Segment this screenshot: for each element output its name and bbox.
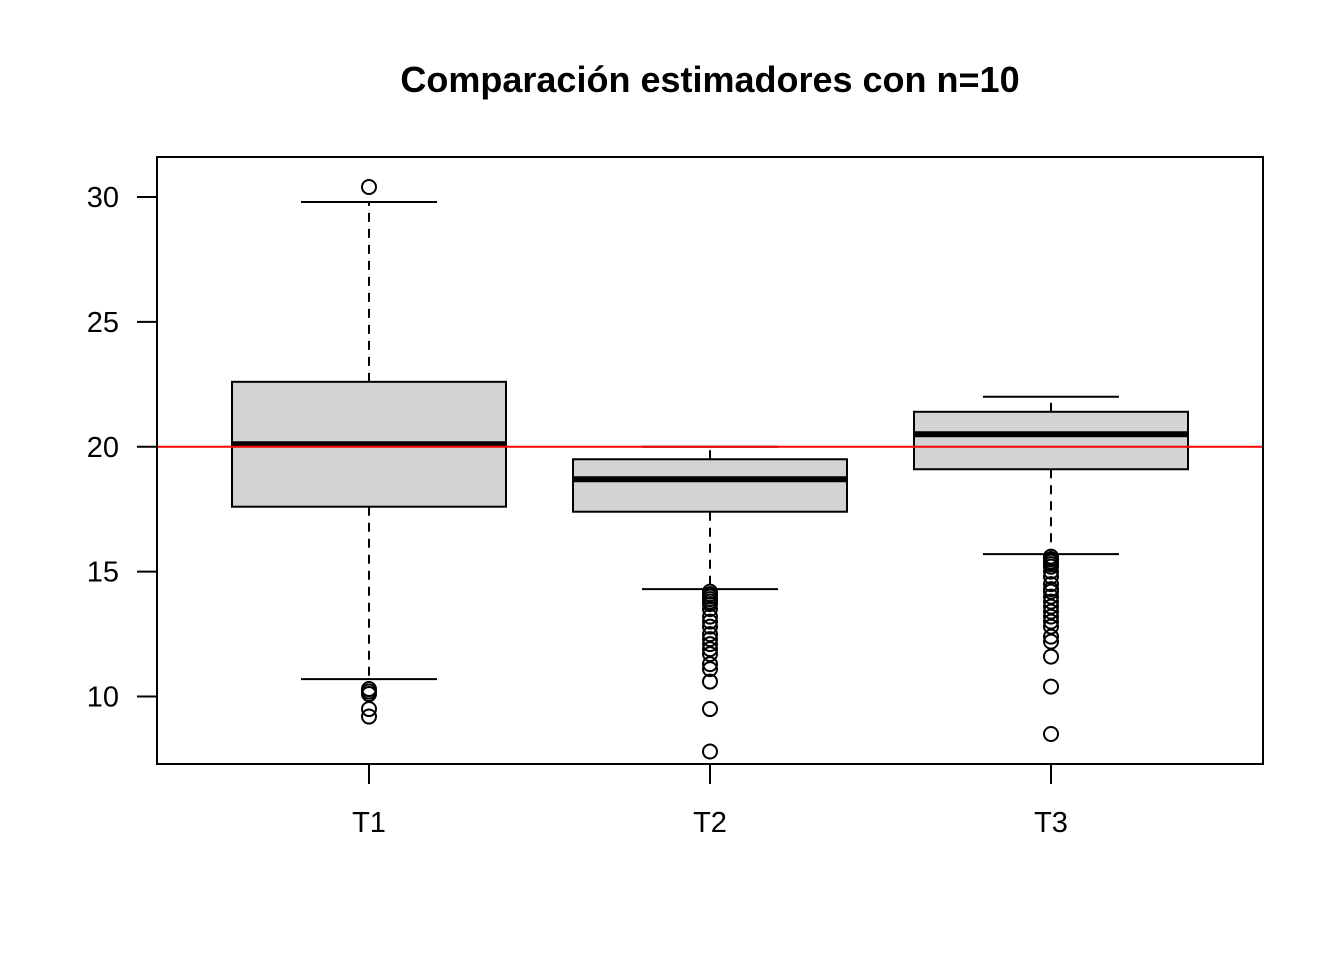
- y-tick-label: 15: [87, 557, 119, 589]
- outlier-point: [1043, 563, 1059, 580]
- box-t3: [913, 395, 1189, 743]
- outlier-point: [1043, 608, 1059, 625]
- outlier-point: [702, 613, 718, 630]
- plot-area: [157, 178, 1263, 760]
- outlier-point: [702, 618, 718, 635]
- outlier-point: [702, 601, 718, 618]
- y-tick-label: 20: [87, 432, 119, 464]
- chart-title: Comparación estimadores con n=10: [400, 59, 1019, 100]
- box-t1: [231, 178, 507, 725]
- y-axis: 10 15 20 25 30: [87, 182, 157, 714]
- outlier-point: [702, 656, 718, 673]
- outlier-point: [702, 701, 718, 718]
- box-iqr: [572, 458, 848, 513]
- outlier-point: [702, 636, 718, 653]
- box-iqr: [913, 410, 1189, 471]
- y-tick-label: 10: [87, 682, 119, 714]
- outlier-point: [1043, 678, 1059, 695]
- outlier-point: [1043, 726, 1059, 743]
- outlier-point: [702, 661, 718, 678]
- y-tick-label: 30: [87, 182, 119, 214]
- outlier-point: [702, 743, 718, 760]
- outlier-point: [702, 608, 718, 625]
- plot-frame: [156, 156, 1264, 765]
- x-tick-label: T2: [693, 807, 727, 839]
- x-axis: T1 T2 T3: [352, 764, 1068, 839]
- outlier-point: [361, 701, 377, 718]
- x-tick-label: T1: [352, 807, 386, 839]
- outlier-point: [1043, 648, 1059, 665]
- outlier-point: [361, 178, 377, 195]
- outlier-point: [361, 708, 377, 725]
- outlier-point: [1043, 628, 1059, 645]
- y-tick-label: 25: [87, 307, 119, 339]
- outlier-point: [702, 673, 718, 690]
- box-t2: [572, 445, 848, 760]
- outlier-point: [702, 596, 718, 613]
- outlier-point: [1043, 558, 1059, 575]
- outlier-point: [1043, 576, 1059, 593]
- x-tick-label: T3: [1034, 807, 1068, 839]
